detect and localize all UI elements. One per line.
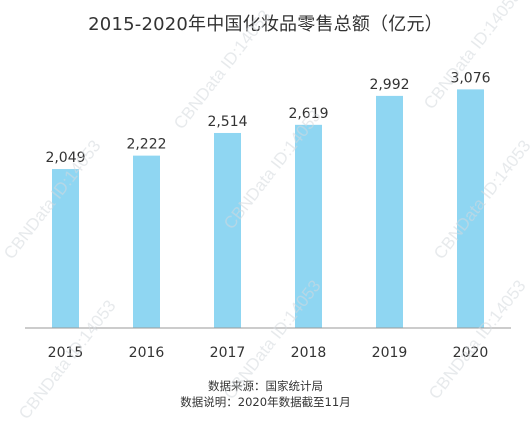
data-label-2015: 2,049 [45,150,85,166]
bar-2015 [52,169,79,328]
data-label-2020: 3,076 [450,70,490,86]
data-label-2016: 2,222 [126,137,166,153]
bar-2020 [457,89,484,328]
bar-2016 [133,155,160,328]
x-tick-label-2017: 2017 [210,345,246,361]
data-source-note: 数据来源：国家统计局 [208,379,323,393]
x-tick-label-2020: 2020 [453,345,489,361]
data-label-2019: 2,992 [369,77,409,93]
chart-title: 2015-2020年中国化妆品零售总额（亿元） [88,14,443,35]
x-tick-label-2019: 2019 [372,345,408,361]
x-tick-label-2018: 2018 [291,345,327,361]
bar-2017 [214,132,241,328]
bar-2018 [295,124,322,328]
x-tick-label-2015: 2015 [48,345,84,361]
data-label-2018: 2,619 [288,106,328,122]
x-tick-label-2016: 2016 [129,345,165,361]
data-description-note: 数据说明：2020年数据截至11月 [180,395,351,409]
bar-2019 [376,95,403,328]
data-label-2017: 2,514 [207,114,247,130]
